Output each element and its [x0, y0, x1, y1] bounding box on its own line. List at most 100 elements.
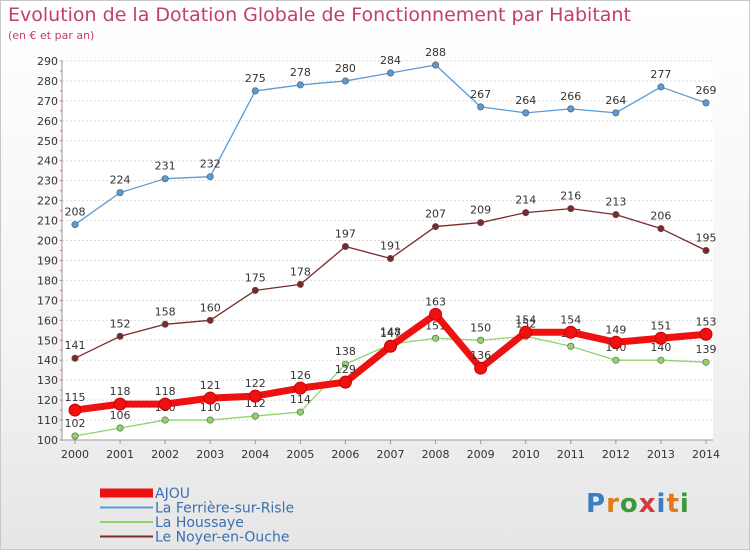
data-point: [432, 61, 440, 69]
data-point: [71, 432, 79, 440]
y-tick-label: 290: [37, 55, 58, 68]
data-label: 197: [335, 228, 356, 241]
x-tick-label: 2005: [286, 448, 314, 461]
y-tick-label: 100: [37, 434, 58, 447]
x-tick-label: 2007: [377, 448, 405, 461]
data-label: 280: [335, 62, 356, 75]
data-label: 231: [155, 160, 176, 173]
y-tick-label: 190: [37, 254, 58, 267]
plot-area: [62, 61, 713, 440]
y-tick-label: 160: [37, 314, 58, 327]
data-label: 288: [425, 46, 446, 59]
data-label: 178: [290, 265, 311, 278]
chart-title: Evolution de la Dotation Globale de Fonc…: [8, 4, 631, 26]
data-point: [609, 335, 623, 349]
data-point: [341, 360, 349, 368]
data-label: 147: [380, 327, 401, 340]
y-tick-label: 120: [37, 394, 58, 407]
x-tick-label: 2000: [61, 448, 89, 461]
legend-entry: Le Noyer-en-Ouche: [155, 530, 289, 546]
data-point: [519, 325, 533, 339]
y-tick-label: 260: [37, 115, 58, 128]
data-label: 152: [515, 317, 536, 330]
y-tick-label: 280: [37, 75, 58, 88]
x-tick-label: 2004: [241, 448, 269, 461]
data-point: [248, 389, 262, 403]
data-point: [116, 332, 124, 340]
data-point: [612, 356, 620, 364]
data-label: 151: [650, 319, 671, 332]
data-point: [657, 225, 665, 233]
y-tick-label: 150: [37, 334, 58, 347]
data-label: 277: [650, 68, 671, 81]
data-point: [341, 77, 349, 85]
data-point: [251, 87, 259, 95]
data-point: [206, 173, 214, 181]
y-tick-label: 250: [37, 135, 58, 148]
data-point: [71, 354, 79, 362]
data-point: [161, 175, 169, 183]
data-label: 163: [425, 295, 446, 308]
data-label: 264: [515, 94, 536, 107]
data-point: [612, 109, 620, 117]
data-label: 267: [470, 88, 491, 101]
x-tick-label: 2009: [467, 448, 495, 461]
data-label: 110: [200, 401, 221, 414]
data-label: 114: [290, 393, 311, 406]
data-point: [116, 189, 124, 197]
x-tick-label: 2002: [151, 448, 179, 461]
data-label: 264: [605, 94, 626, 107]
y-tick-label: 110: [37, 414, 58, 427]
data-point: [71, 221, 79, 229]
data-label: 152: [110, 317, 131, 330]
data-label: 150: [470, 321, 491, 334]
data-label: 153: [696, 315, 717, 328]
data-point: [206, 316, 214, 324]
data-point: [657, 83, 665, 91]
data-label: 118: [155, 385, 176, 398]
x-tick-label: 2010: [512, 448, 540, 461]
data-point: [567, 342, 575, 350]
data-label: 266: [560, 90, 581, 103]
data-point: [116, 424, 124, 432]
data-label: 175: [245, 271, 266, 284]
data-label: 195: [696, 232, 717, 245]
data-label: 102: [65, 417, 86, 430]
data-point: [567, 205, 575, 213]
data-label: 278: [290, 66, 311, 79]
data-label: 154: [560, 313, 581, 326]
y-tick-label: 220: [37, 195, 58, 208]
data-point: [657, 356, 665, 364]
data-label: 141: [65, 339, 86, 352]
data-label: 224: [110, 174, 131, 187]
data-label: 209: [470, 204, 491, 217]
data-point: [296, 408, 304, 416]
data-label: 149: [605, 323, 626, 336]
x-tick-label: 2003: [196, 448, 224, 461]
x-tick-label: 2001: [106, 448, 134, 461]
data-label: 122: [245, 377, 266, 390]
data-point: [68, 403, 82, 417]
data-point: [296, 81, 304, 89]
data-point: [251, 286, 259, 294]
chart-subtitle: (en € et par an): [8, 29, 95, 42]
data-point: [113, 397, 127, 411]
data-point: [522, 209, 530, 217]
data-point: [564, 325, 578, 339]
data-label: 140: [650, 341, 671, 354]
proxiti-logo: Proxiti: [586, 489, 690, 519]
y-tick-label: 240: [37, 155, 58, 168]
data-point: [384, 339, 397, 353]
data-label: 136: [470, 349, 491, 362]
data-point: [296, 280, 304, 288]
x-tick-label: 2012: [602, 448, 630, 461]
data-label: 148: [380, 325, 401, 338]
data-label: 139: [696, 343, 717, 356]
data-label: 115: [65, 391, 86, 404]
legend-entry: La Ferrière-sur-Risle: [155, 501, 294, 517]
data-point: [522, 109, 530, 117]
data-label: 126: [290, 369, 311, 382]
data-label: 158: [155, 305, 176, 318]
data-point: [203, 391, 217, 405]
